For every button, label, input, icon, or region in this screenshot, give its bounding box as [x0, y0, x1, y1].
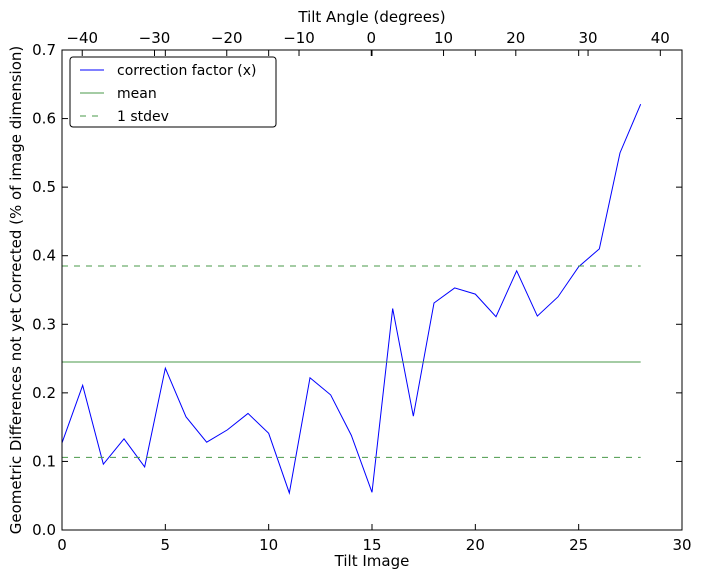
- top-x-tick-label: −40: [66, 29, 98, 47]
- series-line-0: [61, 103, 642, 495]
- x-tick-label: 30: [672, 536, 691, 554]
- top-x-axis-label: Tilt Angle (degrees): [297, 8, 445, 26]
- top-x-tick-label: 30: [579, 29, 598, 47]
- top-x-tick-label: −20: [211, 29, 243, 47]
- y-tick-label: 0.0: [32, 521, 56, 539]
- top-x-tick-label: −10: [283, 29, 315, 47]
- x-tick-label: 5: [161, 536, 171, 554]
- top-x-tick-label: 10: [434, 29, 453, 47]
- top-x-tick-label: 0: [367, 29, 377, 47]
- top-x-tick-label: −30: [139, 29, 171, 47]
- x-tick-label: 10: [259, 536, 278, 554]
- y-tick-label: 0.4: [32, 247, 56, 265]
- x-tick-label: 25: [569, 536, 588, 554]
- x-tick-label: 20: [466, 536, 485, 554]
- y-tick-label: 0.3: [32, 315, 56, 333]
- y-tick-label: 0.1: [32, 452, 56, 470]
- y-tick-label: 0.7: [32, 41, 56, 59]
- y-tick-label: 0.5: [32, 178, 56, 196]
- x-tick-label: 0: [57, 536, 67, 554]
- top-x-tick-label: 20: [506, 29, 525, 47]
- legend-label: correction factor (x): [117, 63, 256, 79]
- legend-box: [69, 56, 277, 128]
- top-x-tick-label: 40: [651, 29, 670, 47]
- x-tick-label: 15: [362, 536, 381, 554]
- y-tick-label: 0.2: [32, 384, 56, 402]
- legend: correction factor (x) mean 1 stdev: [69, 56, 277, 128]
- legend-label: 1 stdev: [117, 109, 169, 125]
- y-tick-label: 0.6: [32, 110, 56, 128]
- y-axis-label: Geometric Differences not yet Corrected …: [7, 46, 25, 535]
- x-axis-label: Tilt Image: [334, 552, 410, 570]
- legend-label: mean: [117, 86, 157, 102]
